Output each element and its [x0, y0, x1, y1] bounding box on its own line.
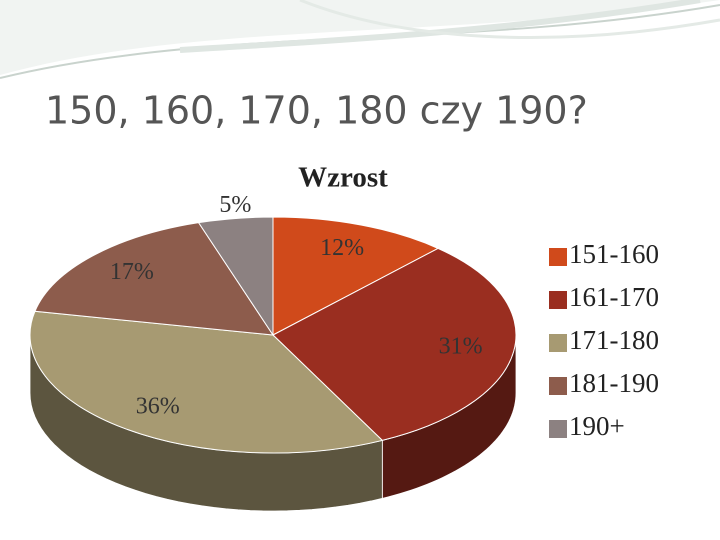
slice: [29, 310, 384, 454]
legend-swatch: [549, 377, 567, 395]
legend-label: 161-170: [569, 282, 659, 312]
slice: [34, 222, 274, 336]
data-label: 31%: [439, 333, 483, 359]
slice: [272, 247, 517, 441]
data-label: 12%: [320, 235, 364, 261]
legend-label: 171-180: [569, 325, 659, 355]
chart-title: Wzrost: [298, 162, 388, 194]
data-label: 5%: [219, 192, 251, 218]
legend-label: 151-160: [569, 239, 659, 269]
slide-title: 150, 160, 170, 180 czy 190?: [45, 89, 588, 133]
legend-swatch: [549, 420, 567, 438]
data-label: 17%: [110, 259, 154, 285]
slice: [197, 216, 274, 337]
legend-swatch: [549, 334, 567, 352]
legend-swatch: [549, 291, 567, 309]
slice: [272, 216, 440, 336]
data-label: 36%: [136, 394, 180, 420]
legend-label: 181-190: [569, 368, 659, 398]
legend-label: 190+: [569, 411, 625, 441]
legend-swatch: [549, 248, 567, 266]
decoration: [0, 0, 720, 79]
